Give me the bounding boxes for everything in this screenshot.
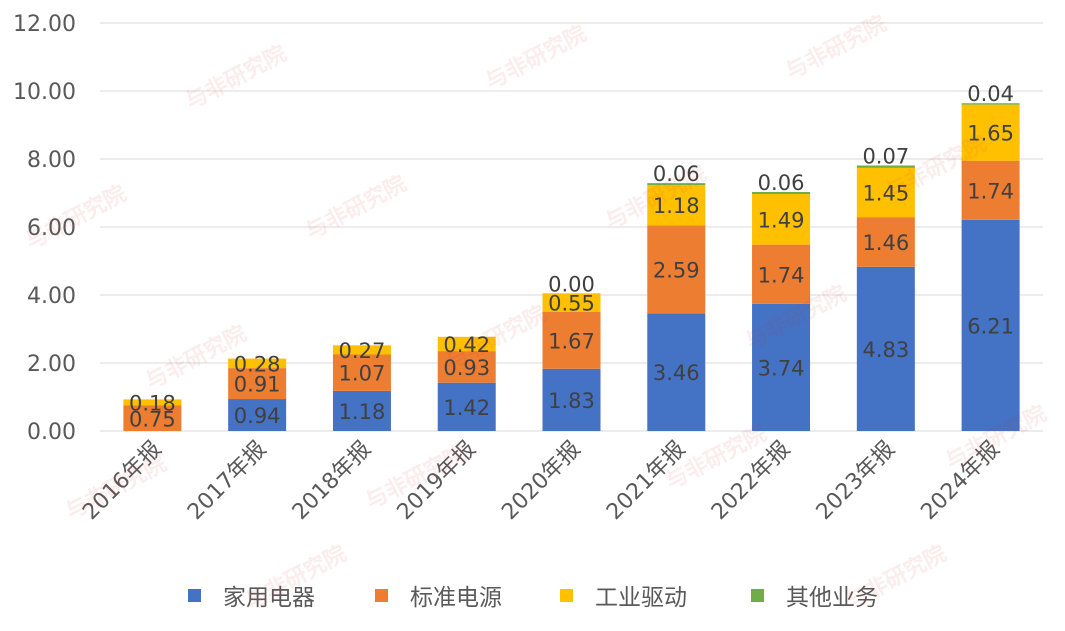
- legend-swatch: [375, 588, 388, 602]
- legend-label: 其他业务: [786, 585, 878, 611]
- legend-swatch: [751, 588, 764, 602]
- legend-item: 工业驱动: [560, 577, 687, 613]
- bar-segment: [437, 336, 496, 352]
- bar-segment: [647, 225, 706, 314]
- legend-label: 标准电源: [410, 585, 502, 611]
- data-label: 0.00: [548, 272, 595, 296]
- bar-segment: [542, 293, 601, 312]
- data-label: 0.94: [234, 404, 281, 428]
- y-tick-label: 0.00: [27, 420, 76, 445]
- x-tick-label: 2020年报: [497, 437, 585, 525]
- bar-segment: [856, 217, 915, 267]
- data-label: 0.28: [234, 352, 281, 376]
- x-tick-label: 2022年报: [707, 437, 795, 525]
- bar-segment: [542, 312, 601, 369]
- data-label: 1.74: [967, 179, 1014, 203]
- bar-segment: [752, 194, 811, 245]
- y-axis-ticks: 0.00 2.00 4.00 6.00 8.00 10.00 12.00: [13, 12, 76, 445]
- data-label: 1.18: [339, 400, 386, 424]
- data-label: 4.83: [862, 338, 909, 362]
- legend-item: 其他业务: [751, 577, 878, 613]
- bar-segment: [647, 183, 706, 186]
- data-label: 0.55: [548, 292, 595, 316]
- x-tick-label: 2019年报: [393, 437, 481, 525]
- legend-item: 家用电器: [188, 577, 315, 613]
- data-label: 3.46: [653, 361, 700, 385]
- bar-segment: [332, 354, 391, 391]
- bar-segment: [752, 303, 811, 431]
- x-tick-label: 2018年报: [288, 437, 376, 525]
- data-label: 0.06: [653, 162, 700, 186]
- legend-swatch: [560, 588, 573, 602]
- data-label: 1.45: [862, 181, 909, 205]
- bar-segment: [647, 185, 706, 226]
- data-label: 2.59: [653, 258, 700, 282]
- data-label: 1.74: [758, 263, 805, 287]
- bar-segment: [961, 160, 1020, 220]
- data-label: 0.75: [129, 407, 176, 431]
- x-axis-ticks: 2016年报 2017年报 2018年报 2019年报 2020年报 2021年报 2022…: [78, 437, 1005, 525]
- bar-segment: [856, 266, 915, 431]
- y-tick-label: 8.00: [27, 148, 76, 173]
- x-tick-label: 2017年报: [183, 437, 271, 525]
- bar-segment: [542, 368, 601, 431]
- bar-segment: [961, 104, 1020, 161]
- bar-segment: [228, 358, 287, 369]
- data-label: 1.83: [548, 389, 595, 413]
- data-label: 0.27: [339, 339, 386, 363]
- data-label: 3.74: [758, 356, 805, 380]
- data-label: 0.42: [443, 333, 490, 357]
- bar-segment: [228, 399, 287, 431]
- chart-legend: 家用电器 标准电源 工业驱动 其他业务: [0, 577, 1065, 613]
- x-tick-label: 2016年报: [78, 437, 166, 525]
- bar-segment: [856, 167, 915, 218]
- bar-segment: [752, 244, 811, 304]
- data-label: 1.65: [967, 122, 1014, 146]
- data-label: 6.21: [967, 314, 1014, 338]
- data-labels: 0.750.18 0.94 0.910.28 1.18 1.070.27 1.42 0.93…: [129, 82, 1014, 431]
- data-label: 1.42: [443, 396, 490, 420]
- data-label: 1.67: [548, 329, 595, 353]
- data-label: 0.07: [862, 144, 909, 168]
- y-tick-label: 2.00: [27, 352, 76, 377]
- data-label: 1.07: [339, 362, 386, 386]
- bar-segment: [437, 351, 496, 383]
- legend-swatch: [188, 588, 201, 602]
- y-tick-label: 12.00: [13, 12, 76, 37]
- bar-segment: [123, 399, 182, 406]
- legend-item: 标准电源: [375, 577, 502, 613]
- bar-segment: [856, 165, 915, 168]
- data-label: 1.46: [862, 231, 909, 255]
- x-tick-label: 2021年报: [602, 437, 690, 525]
- data-label: 0.93: [443, 356, 490, 380]
- bar-segment: [228, 368, 287, 400]
- bar-segment: [961, 103, 1020, 105]
- x-tick-label: 2024年报: [916, 437, 1004, 525]
- bar-segment: [437, 382, 496, 431]
- data-label: 0.04: [967, 82, 1014, 106]
- x-tick-label: 2023年报: [812, 437, 900, 525]
- bar-segment: [332, 390, 391, 431]
- data-label: 1.49: [758, 208, 805, 232]
- bar-segment: [647, 313, 706, 431]
- bar-segment: [332, 345, 391, 355]
- legend-label: 家用电器: [223, 585, 315, 611]
- y-tick-label: 6.00: [27, 216, 76, 241]
- y-tick-label: 4.00: [27, 284, 76, 309]
- data-label: 0.91: [234, 373, 281, 397]
- bar-segment: [123, 405, 182, 431]
- legend-label: 工业驱动: [595, 585, 687, 611]
- bar-series: [123, 103, 1020, 431]
- bar-segment: [752, 191, 811, 195]
- data-label: 1.18: [653, 194, 700, 218]
- data-label: 0.06: [758, 171, 805, 195]
- bar-segment: [961, 219, 1020, 431]
- y-tick-label: 10.00: [13, 80, 76, 105]
- data-label: 0.18: [129, 391, 176, 415]
